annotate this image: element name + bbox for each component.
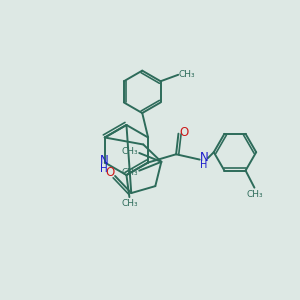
Text: O: O [105,166,114,179]
Text: H: H [100,164,108,174]
Text: CH₃: CH₃ [179,70,195,79]
Text: CH₃: CH₃ [246,190,263,199]
Text: H: H [200,160,208,170]
Text: CH₃: CH₃ [122,147,138,156]
Text: O: O [180,126,189,139]
Text: N: N [100,154,108,167]
Text: N: N [200,151,208,164]
Text: CH₃: CH₃ [122,168,138,177]
Text: CH₃: CH₃ [121,199,138,208]
